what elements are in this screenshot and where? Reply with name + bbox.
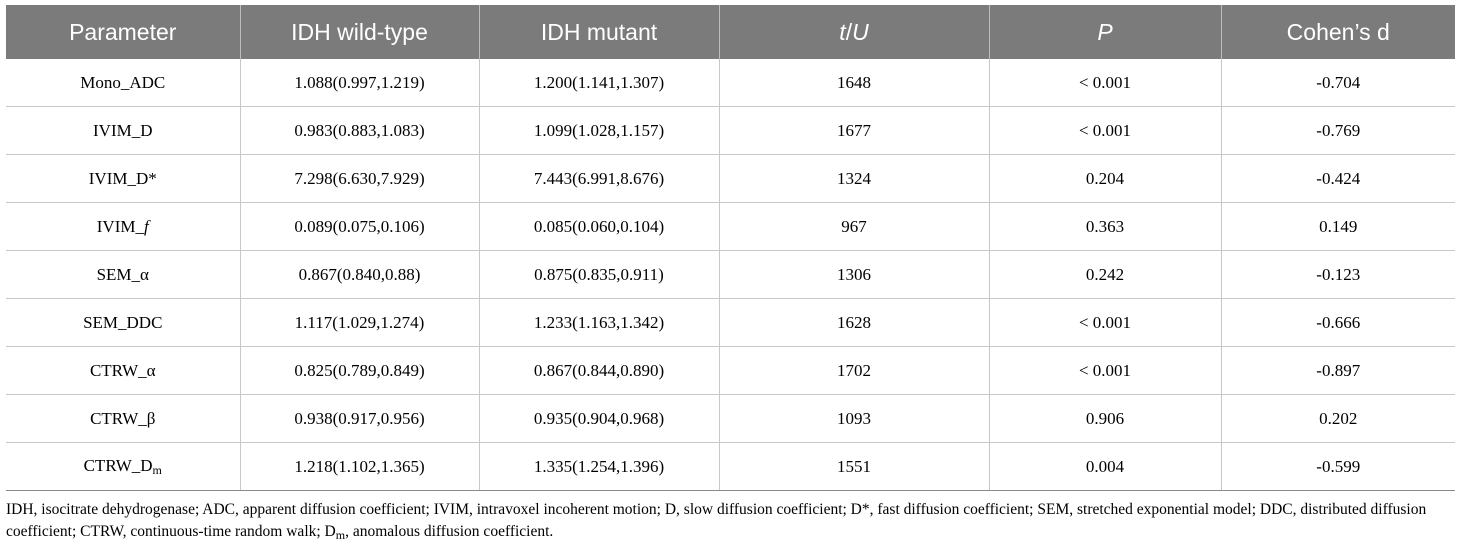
cell-cohens-d: -0.424 bbox=[1220, 154, 1455, 203]
cell-t-u: 1306 bbox=[718, 250, 989, 299]
parameter-prefix: CTRW_D bbox=[83, 455, 153, 475]
header-t: t bbox=[839, 18, 846, 45]
cell-wild-type: 0.089(0.075,0.106) bbox=[239, 202, 479, 251]
cell-mutant: 0.935(0.904,0.968) bbox=[478, 394, 719, 443]
cell-mutant: 1.335(1.254,1.396) bbox=[478, 442, 719, 491]
header-p: P bbox=[988, 5, 1221, 59]
cell-wild-type: 0.938(0.917,0.956) bbox=[239, 394, 479, 443]
cell-wild-type: 0.867(0.840,0.88) bbox=[239, 250, 479, 299]
header-cohens-d: Cohen’s d bbox=[1220, 5, 1455, 59]
table-row: CTRW_α 0.825(0.789,0.849) 0.867(0.844,0.… bbox=[6, 346, 1455, 395]
table-row: Mono_ADC 1.088(0.997,1.219) 1.200(1.141,… bbox=[6, 59, 1455, 107]
table-row: IVIM_D 0.983(0.883,1.083) 1.099(1.028,1.… bbox=[6, 106, 1455, 155]
cell-p: 0.363 bbox=[988, 202, 1221, 251]
cell-parameter: SEM_DDC bbox=[6, 298, 240, 347]
header-parameter: Parameter bbox=[6, 5, 240, 59]
cell-mutant: 0.875(0.835,0.911) bbox=[478, 250, 719, 299]
cell-parameter: IVIM_D bbox=[6, 106, 240, 155]
cell-mutant: 0.867(0.844,0.890) bbox=[478, 346, 719, 395]
cell-cohens-d: 0.202 bbox=[1220, 394, 1455, 443]
cell-p: < 0.001 bbox=[988, 106, 1221, 155]
cell-mutant: 7.443(6.991,8.676) bbox=[478, 154, 719, 203]
cell-wild-type: 0.983(0.883,1.083) bbox=[239, 106, 479, 155]
cell-mutant: 1.233(1.163,1.342) bbox=[478, 298, 719, 347]
cell-p: < 0.001 bbox=[988, 298, 1221, 347]
cell-cohens-d: -0.599 bbox=[1220, 442, 1455, 491]
cell-parameter: SEM_α bbox=[6, 250, 240, 299]
cell-cohens-d: -0.123 bbox=[1220, 250, 1455, 299]
cell-wild-type: 1.117(1.029,1.274) bbox=[239, 298, 479, 347]
cell-cohens-d: 0.149 bbox=[1220, 202, 1455, 251]
cell-t-u: 1677 bbox=[718, 106, 989, 155]
header-t-u: t/U bbox=[718, 5, 989, 59]
results-table: Parameter IDH wild-type IDH mutant t/U P… bbox=[6, 5, 1455, 491]
cell-p: 0.204 bbox=[988, 154, 1221, 203]
cell-mutant: 1.099(1.028,1.157) bbox=[478, 106, 719, 155]
cell-parameter: CTRW_β bbox=[6, 394, 240, 443]
table-row: CTRW_β 0.938(0.917,0.956) 0.935(0.904,0.… bbox=[6, 394, 1455, 443]
footnote-subscript: m bbox=[335, 528, 346, 542]
cell-p: 0.004 bbox=[988, 442, 1221, 491]
cell-t-u: 1628 bbox=[718, 298, 989, 347]
footnote-text: IDH, isocitrate dehydrogenase; ADC, appa… bbox=[6, 501, 1427, 540]
table-footnote: IDH, isocitrate dehydrogenase; ADC, appa… bbox=[6, 499, 1456, 546]
cell-t-u: 967 bbox=[718, 202, 989, 251]
cell-mutant: 0.085(0.060,0.104) bbox=[478, 202, 719, 251]
cell-cohens-d: -0.666 bbox=[1220, 298, 1455, 347]
parameter-subscript: m bbox=[152, 462, 162, 477]
cell-cohens-d: -0.897 bbox=[1220, 346, 1455, 395]
table-row: SEM_DDC 1.117(1.029,1.274) 1.233(1.163,1… bbox=[6, 298, 1455, 347]
cell-wild-type: 0.825(0.789,0.849) bbox=[239, 346, 479, 395]
cell-p: 0.242 bbox=[988, 250, 1221, 299]
cell-parameter: CTRW_Dm bbox=[6, 442, 240, 491]
cell-wild-type: 7.298(6.630,7.929) bbox=[239, 154, 479, 203]
table-row: SEM_α 0.867(0.840,0.88) 0.875(0.835,0.91… bbox=[6, 250, 1455, 299]
header-u: U bbox=[852, 18, 869, 45]
header-slash: / bbox=[845, 18, 853, 45]
cell-cohens-d: -0.704 bbox=[1220, 59, 1455, 107]
table-row: CTRW_Dm 1.218(1.102,1.365) 1.335(1.254,1… bbox=[6, 442, 1455, 491]
header-row: Parameter IDH wild-type IDH mutant t/U P… bbox=[6, 5, 1455, 59]
cell-parameter: IVIM_D* bbox=[6, 154, 240, 203]
cell-p: < 0.001 bbox=[988, 59, 1221, 107]
table-body: Mono_ADC 1.088(0.997,1.219) 1.200(1.141,… bbox=[6, 59, 1455, 491]
cell-t-u: 1324 bbox=[718, 154, 989, 203]
cell-t-u: 1702 bbox=[718, 346, 989, 395]
cell-cohens-d: -0.769 bbox=[1220, 106, 1455, 155]
parameter-italic: f bbox=[143, 216, 149, 236]
cell-wild-type: 1.218(1.102,1.365) bbox=[239, 442, 479, 491]
table-row: IVIM_D* 7.298(6.630,7.929) 7.443(6.991,8… bbox=[6, 154, 1455, 203]
parameter-prefix: IVIM_ bbox=[96, 216, 144, 236]
cell-p: 0.906 bbox=[988, 394, 1221, 443]
cell-t-u: 1551 bbox=[718, 442, 989, 491]
footnote-text-end: , anomalous diffusion coefficient. bbox=[345, 523, 554, 540]
cell-parameter: CTRW_α bbox=[6, 346, 240, 395]
header-idh-wild-type: IDH wild-type bbox=[239, 5, 479, 59]
cell-t-u: 1093 bbox=[718, 394, 989, 443]
cell-parameter: IVIM_f bbox=[6, 202, 240, 251]
cell-mutant: 1.200(1.141,1.307) bbox=[478, 59, 719, 107]
table-header: Parameter IDH wild-type IDH mutant t/U P… bbox=[6, 5, 1455, 59]
cell-parameter: Mono_ADC bbox=[6, 59, 240, 107]
header-idh-mutant: IDH mutant bbox=[478, 5, 719, 59]
cell-wild-type: 1.088(0.997,1.219) bbox=[239, 59, 479, 107]
results-table-container: Parameter IDH wild-type IDH mutant t/U P… bbox=[6, 5, 1455, 491]
table-row: IVIM_f 0.089(0.075,0.106) 0.085(0.060,0.… bbox=[6, 202, 1455, 251]
cell-t-u: 1648 bbox=[718, 59, 989, 107]
cell-p: < 0.001 bbox=[988, 346, 1221, 395]
